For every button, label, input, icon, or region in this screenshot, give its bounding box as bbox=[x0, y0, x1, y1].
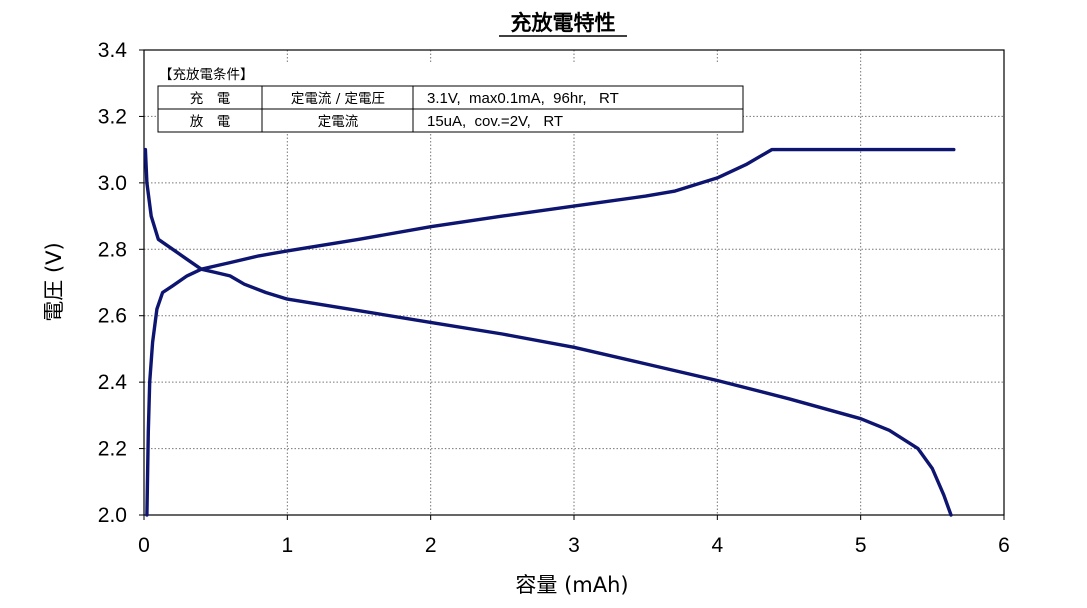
series-layer bbox=[143, 147, 956, 517]
charge-curve bbox=[145, 147, 956, 517]
axis-ticks: 0 1 2 3 4 5 6 2.0 2.2 2.4 2.6 2.8 3.0 3.2 3.4 bbox=[98, 39, 1010, 557]
y-tick-label: 2.0 bbox=[98, 504, 127, 527]
conditions-row-discharge-method: 定電流 bbox=[318, 114, 359, 130]
y-axis-title: 電圧 (V) bbox=[42, 242, 66, 321]
conditions-row-charge-params: 3.1V, max0.1mA, 96hr, RT bbox=[427, 90, 619, 107]
x-tick-label: 1 bbox=[281, 534, 293, 557]
conditions-row-charge-method: 定電流 / 定電圧 bbox=[291, 91, 385, 107]
y-tick-label: 3.2 bbox=[98, 105, 127, 128]
y-tick-label: 2.8 bbox=[98, 238, 127, 261]
x-tick-label: 5 bbox=[855, 534, 867, 557]
conditions-box: 【充放電条件】 充 電 定電流 / 定電圧 3.1V, max0.1mA, 96… bbox=[157, 64, 744, 134]
y-tick-label: 2.6 bbox=[98, 305, 127, 328]
conditions-row-discharge-params: 15uA, cov.=2V, RT bbox=[427, 113, 563, 130]
y-tick-label: 3.4 bbox=[98, 39, 128, 62]
x-tick-label: 6 bbox=[998, 534, 1010, 557]
y-tick-label: 3.0 bbox=[98, 172, 127, 195]
conditions-row-charge-label: 充 電 bbox=[190, 91, 231, 107]
x-tick-label: 0 bbox=[138, 534, 150, 557]
discharge-curve bbox=[143, 147, 953, 517]
y-tick-label: 2.2 bbox=[98, 438, 127, 461]
conditions-header: 【充放電条件】 bbox=[159, 66, 254, 83]
chart-title: 充放電特性 bbox=[511, 11, 616, 35]
x-tick-label: 4 bbox=[711, 534, 723, 557]
conditions-row-discharge-label: 放 電 bbox=[190, 114, 231, 130]
x-tick-label: 2 bbox=[425, 534, 437, 557]
x-tick-label: 3 bbox=[568, 534, 580, 557]
x-axis-title: 容量 (mAh) bbox=[515, 573, 628, 597]
y-tick-label: 2.4 bbox=[98, 371, 128, 394]
conditions-table-lines bbox=[157, 85, 744, 133]
conditions-background bbox=[158, 64, 743, 134]
